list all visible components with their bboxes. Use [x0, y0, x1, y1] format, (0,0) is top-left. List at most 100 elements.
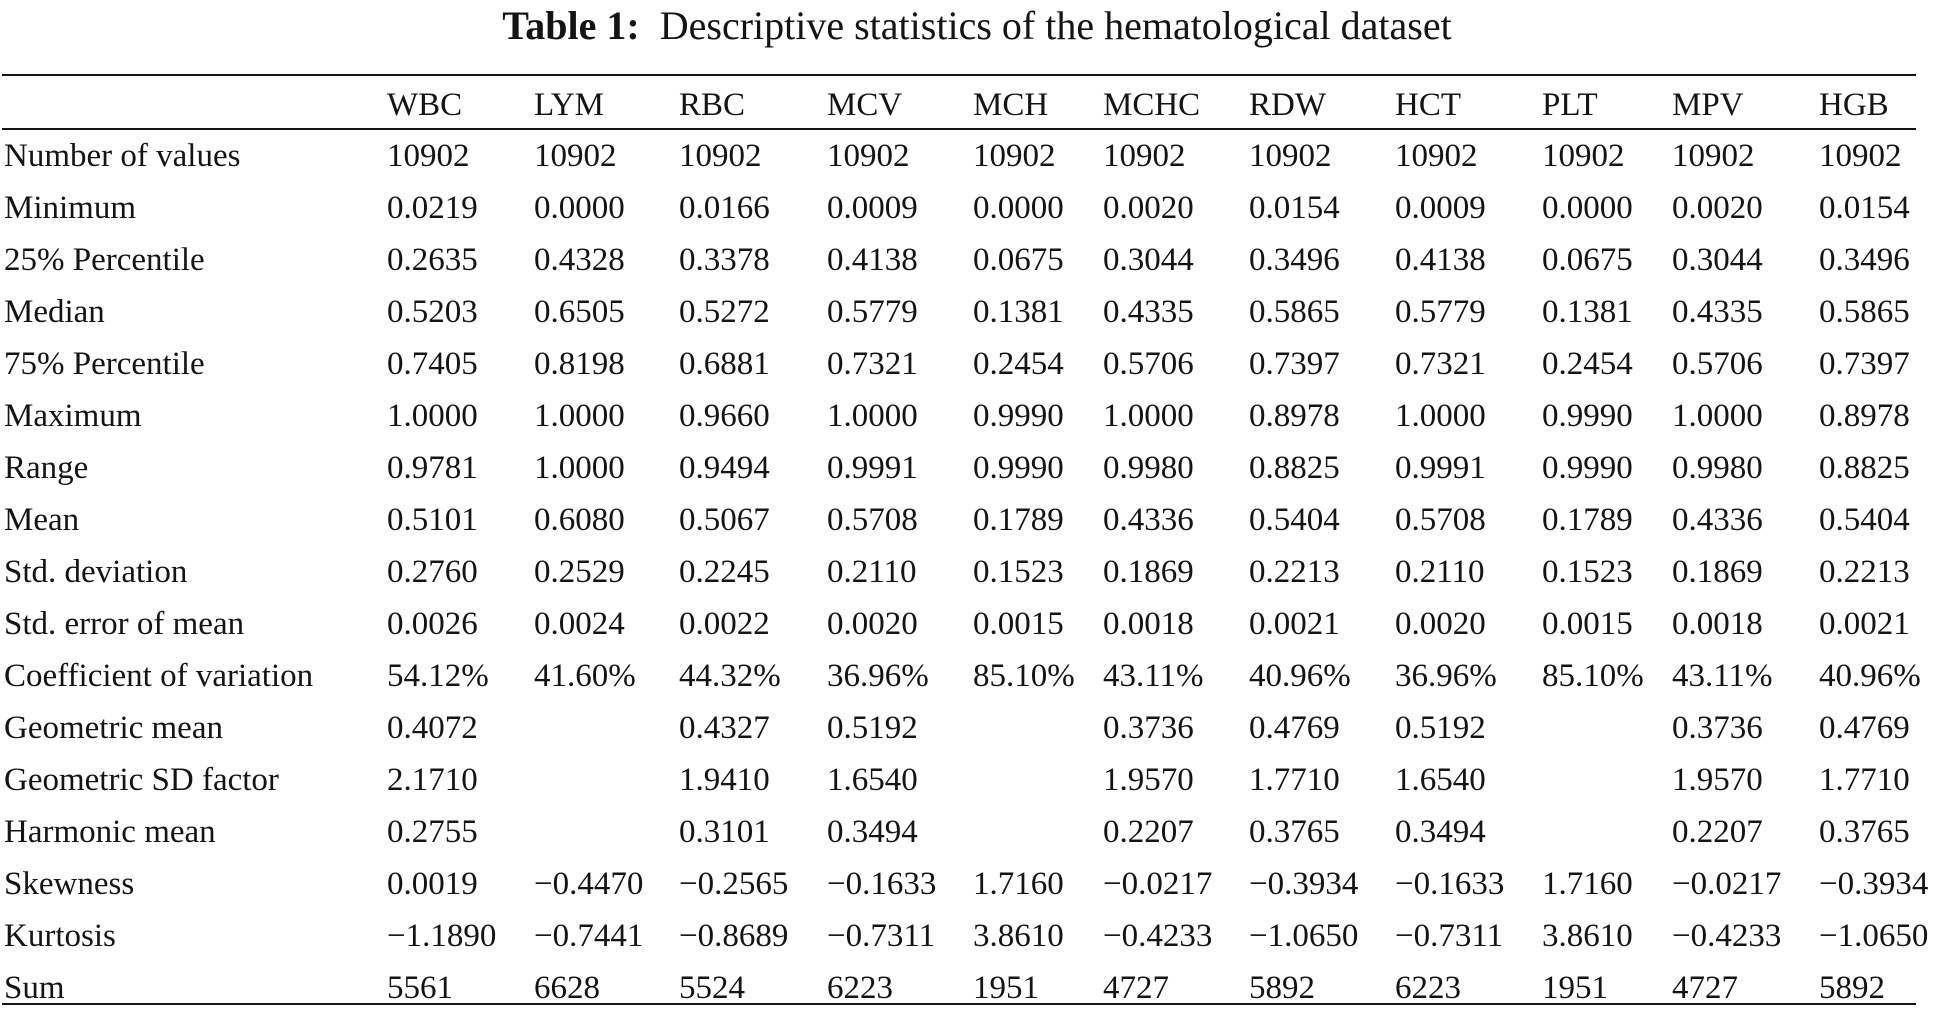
- table-cell: 5892: [1249, 970, 1315, 1006]
- table-cell: −0.1633: [827, 866, 937, 902]
- table-cell: 1951: [1542, 970, 1608, 1006]
- table-row: Skewness 0.0019 −0.4470 −0.2565 −0.1633 1.716…: [4, 858, 1944, 910]
- table-cell: 0.5708: [827, 502, 918, 538]
- table-cell: 1.7160: [1542, 866, 1633, 902]
- table-cell: 0.9980: [1672, 450, 1763, 486]
- table-cell: 43.11%: [1672, 658, 1773, 694]
- table-cell: −0.3934: [1819, 866, 1929, 902]
- table-cell: 0.0015: [973, 606, 1064, 642]
- table-cell: 0.8825: [1819, 450, 1910, 486]
- row-label: Std. deviation: [4, 554, 188, 590]
- table-cell: 0.3765: [1249, 814, 1340, 850]
- table-cell: 0.3044: [1103, 242, 1194, 278]
- table-cell: 0.0000: [973, 190, 1064, 226]
- table-cell: 0.3736: [1103, 710, 1194, 746]
- table-cell: 0.4336: [1103, 502, 1194, 538]
- table-cell: 0.0219: [387, 190, 478, 226]
- table-cell: 0.4138: [827, 242, 918, 278]
- column-header: MCH: [973, 87, 1049, 123]
- table-cell: 0.6080: [534, 502, 625, 538]
- table-cell: 0.2635: [387, 242, 478, 278]
- table-row: Std. error of mean 0.0026 0.0024 0.0022 0.00…: [4, 598, 1944, 650]
- row-label: Kurtosis: [4, 918, 116, 954]
- table-cell: 0.4335: [1672, 294, 1763, 330]
- table-cell: −1.0650: [1249, 918, 1359, 954]
- table-cell: 0.5203: [387, 294, 478, 330]
- column-header: PLT: [1542, 87, 1598, 123]
- table-cell: 1.0000: [1395, 398, 1486, 434]
- table-cell: 1.6540: [1395, 762, 1486, 798]
- table-cell: 40.96%: [1819, 658, 1921, 694]
- table-cell: 10902: [1395, 138, 1478, 174]
- table-row: Std. deviation 0.2760 0.2529 0.2245 0.2110 0.…: [4, 546, 1944, 598]
- table-cell: −1.0650: [1819, 918, 1929, 954]
- column-header: RDW: [1249, 87, 1326, 123]
- table-cell: 0.0675: [1542, 242, 1633, 278]
- table-caption-title: Descriptive statistics of the hematologi…: [659, 3, 1452, 48]
- table-cell: 0.0166: [679, 190, 770, 226]
- table-top-rule: [2, 74, 1916, 76]
- table-cell: 10902: [827, 138, 910, 174]
- table-cell: 0.1381: [1542, 294, 1633, 330]
- table-cell: 0.5101: [387, 502, 478, 538]
- table-cell: 1.0000: [1672, 398, 1763, 434]
- table-cell: 0.7397: [1819, 346, 1910, 382]
- table-cell: 0.3765: [1819, 814, 1910, 850]
- table-cell: 40.96%: [1249, 658, 1351, 694]
- row-label: Maximum: [4, 398, 142, 434]
- column-header: LYM: [534, 87, 605, 123]
- column-header: WBC: [387, 87, 463, 123]
- table-cell: 0.4327: [679, 710, 770, 746]
- table-cell: 5892: [1819, 970, 1885, 1006]
- table-cell: 54.12%: [387, 658, 489, 694]
- table-cell: 0.5708: [1395, 502, 1486, 538]
- table-bottom-rule: [2, 1003, 1916, 1005]
- table-cell: 0.6505: [534, 294, 625, 330]
- table-cell: 85.10%: [973, 658, 1075, 694]
- table-cell: 36.96%: [1395, 658, 1497, 694]
- table-cell: 0.2110: [1395, 554, 1485, 590]
- table-cell: 1.0000: [1103, 398, 1194, 434]
- table-cell: 10902: [679, 138, 762, 174]
- table-body: Number of values 10902 10902 10902 10902 1090…: [4, 128, 1944, 1014]
- table-cell: 0.0154: [1819, 190, 1910, 226]
- table-cell: 10902: [1542, 138, 1625, 174]
- table-header-rule: [2, 128, 1916, 130]
- table-cell: −0.2565: [679, 866, 789, 902]
- table-cell: 0.5865: [1819, 294, 1910, 330]
- row-label: Number of values: [4, 138, 241, 174]
- table-cell: 0.8978: [1819, 398, 1910, 434]
- table-cell: 0.8825: [1249, 450, 1340, 486]
- table-cell: −0.1633: [1395, 866, 1505, 902]
- table-cell: 36.96%: [827, 658, 929, 694]
- table-cell: 0.7405: [387, 346, 478, 382]
- row-label: Skewness: [4, 866, 135, 902]
- table-cell: 0.0018: [1672, 606, 1763, 642]
- table-cell: 6628: [534, 970, 600, 1006]
- table-cell: [1542, 806, 1672, 858]
- table-cell: 0.5192: [827, 710, 918, 746]
- table-cell: 1951: [973, 970, 1039, 1006]
- table-cell: 0.2213: [1249, 554, 1340, 590]
- table-row: Kurtosis −1.1890 −0.7441 −0.8689 −0.7311 3.86…: [4, 910, 1944, 962]
- table-cell: 1.6540: [827, 762, 918, 798]
- table-cell: 0.5779: [827, 294, 918, 330]
- table-cell: 0.1381: [973, 294, 1064, 330]
- table-cell: −0.0217: [1672, 866, 1782, 902]
- row-label: Minimum: [4, 190, 137, 226]
- table-cell: 0.2760: [387, 554, 478, 590]
- table-cell: [973, 806, 1103, 858]
- table-cell: 0.3496: [1249, 242, 1340, 278]
- table-row: 25% Percentile 0.2635 0.4328 0.3378 0.4138 0.…: [4, 234, 1944, 286]
- table-cell: 1.9570: [1672, 762, 1763, 798]
- table-cell: 0.3494: [827, 814, 918, 850]
- table-cell: 0.5865: [1249, 294, 1340, 330]
- table-cell: 1.9410: [679, 762, 770, 798]
- table-cell: 0.3378: [679, 242, 770, 278]
- table-cell: 0.9991: [827, 450, 918, 486]
- table-cell: 0.7321: [827, 346, 918, 382]
- table-row: Median 0.5203 0.6505 0.5272 0.5779 0.1381 0.43…: [4, 286, 1944, 338]
- table-row: Geometric SD factor 2.1710 1.9410 1.6540 1.9…: [4, 754, 1944, 806]
- table-cell: 10902: [387, 138, 470, 174]
- table-cell: −0.3934: [1249, 866, 1359, 902]
